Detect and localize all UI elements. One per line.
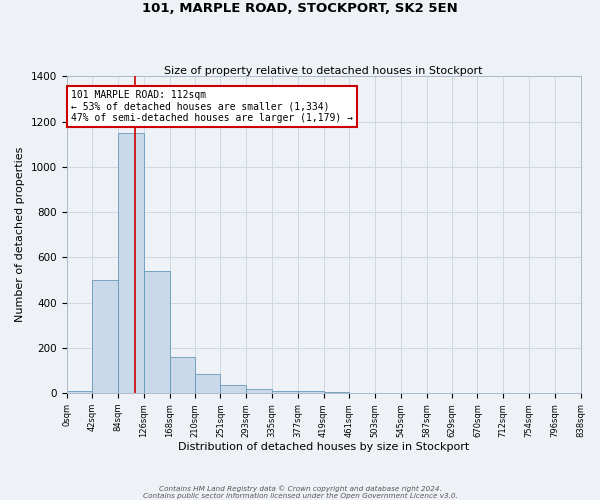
Bar: [298, 392, 323, 393]
Bar: [118, 133, 144, 393]
Bar: [196, 374, 220, 393]
Title: Size of property relative to detached houses in Stockport: Size of property relative to detached ho…: [164, 66, 483, 76]
Bar: [67, 391, 92, 393]
Bar: [92, 280, 118, 393]
Y-axis label: Number of detached properties: Number of detached properties: [15, 147, 25, 322]
Bar: [272, 390, 298, 393]
Bar: [246, 388, 272, 393]
Text: 101 MARPLE ROAD: 112sqm
← 53% of detached houses are smaller (1,334)
47% of semi: 101 MARPLE ROAD: 112sqm ← 53% of detache…: [71, 90, 353, 123]
Text: 101, MARPLE ROAD, STOCKPORT, SK2 5EN: 101, MARPLE ROAD, STOCKPORT, SK2 5EN: [142, 2, 458, 16]
Bar: [220, 384, 246, 393]
Bar: [170, 357, 196, 393]
Bar: [323, 392, 349, 393]
Bar: [144, 271, 170, 393]
X-axis label: Distribution of detached houses by size in Stockport: Distribution of detached houses by size …: [178, 442, 469, 452]
Text: Contains HM Land Registry data © Crown copyright and database right 2024.
Contai: Contains HM Land Registry data © Crown c…: [143, 485, 457, 499]
